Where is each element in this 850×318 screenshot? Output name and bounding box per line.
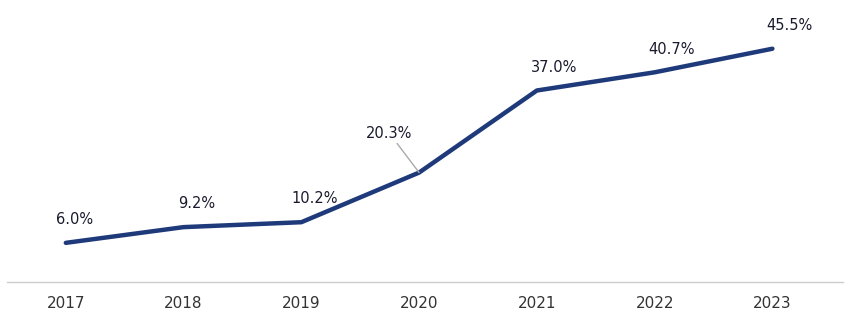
Text: 10.2%: 10.2% bbox=[292, 191, 338, 206]
Text: 37.0%: 37.0% bbox=[531, 60, 577, 75]
Text: 45.5%: 45.5% bbox=[767, 18, 813, 33]
Text: 6.0%: 6.0% bbox=[56, 212, 94, 227]
Text: 20.3%: 20.3% bbox=[366, 126, 419, 173]
Text: 9.2%: 9.2% bbox=[178, 197, 215, 211]
Text: 40.7%: 40.7% bbox=[649, 42, 695, 57]
